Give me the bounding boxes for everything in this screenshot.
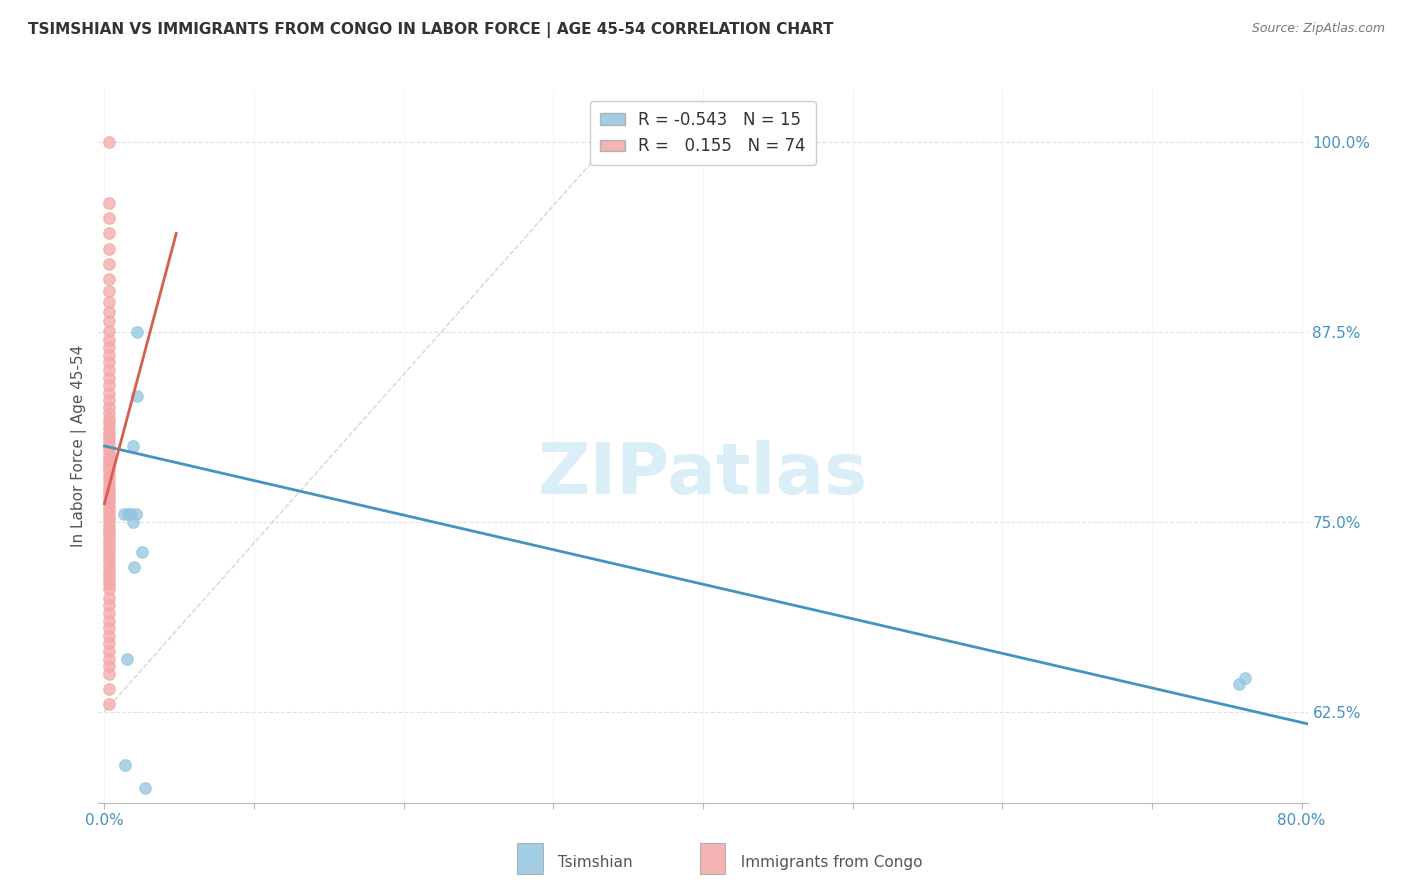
Point — [120, 508, 142, 522]
Point — [97, 577, 120, 591]
Point — [97, 532, 120, 546]
Point — [121, 439, 143, 453]
Point — [97, 541, 120, 555]
Point — [134, 780, 156, 795]
Point — [127, 389, 149, 403]
Point — [97, 445, 120, 459]
Point — [97, 523, 120, 537]
Point — [97, 450, 120, 464]
Point — [97, 629, 120, 643]
Point — [97, 636, 120, 650]
Point — [97, 363, 120, 377]
Text: Source: ZipAtlas.com: Source: ZipAtlas.com — [1251, 22, 1385, 36]
Point — [97, 527, 120, 541]
Point — [97, 486, 120, 500]
Point — [97, 467, 120, 482]
Point — [97, 599, 120, 613]
Point — [97, 385, 120, 400]
Point — [97, 294, 120, 309]
Point — [112, 508, 135, 522]
Point — [97, 554, 120, 568]
Point — [97, 431, 120, 445]
Point — [97, 621, 120, 635]
Point — [97, 491, 120, 505]
Point — [97, 477, 120, 491]
Point — [97, 681, 120, 696]
Point — [1227, 677, 1250, 691]
Point — [97, 436, 120, 450]
Point — [97, 651, 120, 665]
Point — [97, 573, 120, 587]
Point — [114, 757, 136, 772]
Text: Immigrants from Congo: Immigrants from Congo — [731, 855, 922, 870]
Point — [97, 333, 120, 347]
Point — [97, 370, 120, 384]
Point — [97, 411, 120, 425]
Point — [97, 314, 120, 328]
Point — [97, 136, 120, 150]
Point — [97, 355, 120, 369]
Point — [97, 324, 120, 338]
Text: Tsimshian: Tsimshian — [548, 855, 633, 870]
Point — [1233, 671, 1256, 685]
Point — [97, 393, 120, 408]
Point — [97, 227, 120, 241]
Point — [97, 549, 120, 564]
Point — [97, 582, 120, 596]
Point — [97, 558, 120, 573]
Point — [97, 545, 120, 559]
Point — [97, 591, 120, 605]
Point — [97, 564, 120, 578]
Point — [97, 518, 120, 533]
Point — [97, 697, 120, 711]
Point — [97, 305, 120, 319]
Text: TSIMSHIAN VS IMMIGRANTS FROM CONGO IN LABOR FORCE | AGE 45-54 CORRELATION CHART: TSIMSHIAN VS IMMIGRANTS FROM CONGO IN LA… — [28, 22, 834, 38]
Legend: R = -0.543   N = 15, R =   0.155   N = 74: R = -0.543 N = 15, R = 0.155 N = 74 — [589, 101, 815, 165]
Point — [97, 284, 120, 298]
Point — [97, 472, 120, 486]
Point — [97, 426, 120, 441]
Point — [125, 508, 148, 522]
Point — [97, 416, 120, 430]
Point — [97, 500, 120, 514]
Point — [97, 568, 120, 582]
Point — [115, 651, 138, 665]
Point — [97, 400, 120, 414]
Point — [97, 536, 120, 550]
Point — [131, 545, 153, 559]
Point — [97, 196, 120, 211]
Point — [97, 644, 120, 658]
Point — [97, 242, 120, 256]
Point — [117, 508, 139, 522]
Point — [97, 211, 120, 226]
Point — [97, 606, 120, 620]
Point — [97, 495, 120, 509]
Point — [97, 257, 120, 271]
Point — [97, 482, 120, 496]
Point — [97, 513, 120, 527]
Point — [97, 458, 120, 473]
Point — [124, 560, 146, 574]
Point — [97, 508, 120, 523]
Point — [97, 441, 120, 455]
Point — [97, 659, 120, 673]
Point — [127, 325, 149, 339]
Point — [97, 378, 120, 392]
Point — [97, 348, 120, 362]
Point — [97, 504, 120, 518]
Point — [97, 340, 120, 354]
Y-axis label: In Labor Force | Age 45-54: In Labor Force | Age 45-54 — [72, 345, 87, 547]
Point — [97, 272, 120, 286]
Text: ZIPatlas: ZIPatlas — [538, 440, 868, 509]
Point — [97, 463, 120, 477]
Point — [121, 515, 143, 529]
Point — [97, 614, 120, 628]
Point — [97, 421, 120, 435]
Point — [97, 454, 120, 468]
Point — [97, 406, 120, 420]
Point — [97, 666, 120, 681]
